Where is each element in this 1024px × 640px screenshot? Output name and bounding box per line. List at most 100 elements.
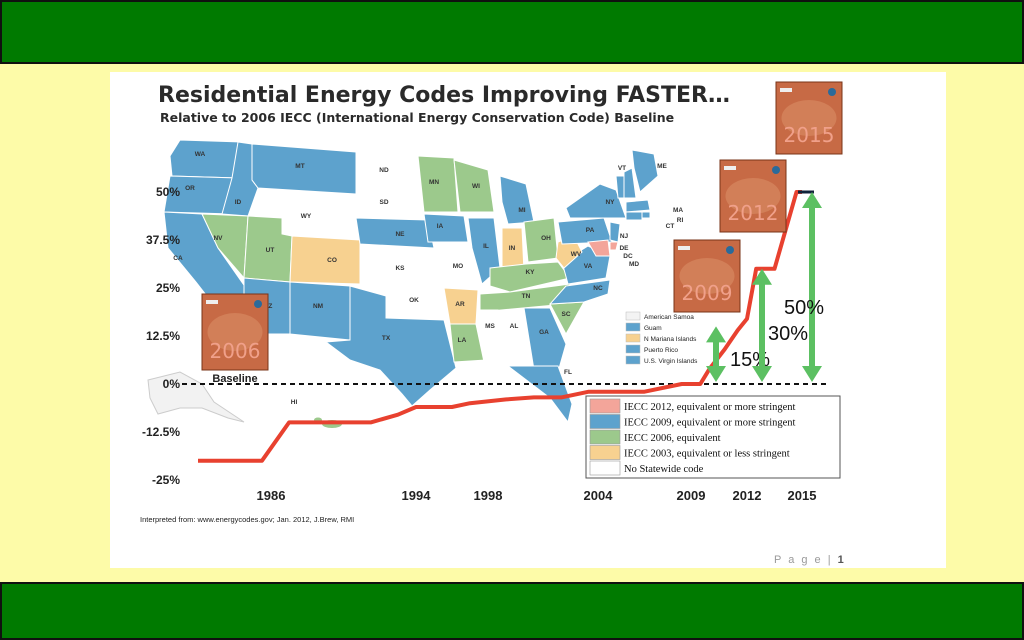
- x-tick-label: 1998: [474, 488, 503, 503]
- y-tick-label: -12.5%: [142, 425, 180, 439]
- us-energy-code-map: WAORCAIDNVMTWYUTCOAZNMNDSDNEKSOKTXMNIAMO…: [147, 139, 698, 428]
- territory-label: U.S. Virgin Islands: [644, 358, 698, 365]
- state-label-ca: CA: [173, 255, 183, 262]
- legend-box: [585, 395, 841, 479]
- page-number-value: 1: [837, 554, 844, 566]
- state-nh: [623, 167, 637, 199]
- state-label-ut: UT: [266, 247, 275, 254]
- legend-label: No Statewide code: [624, 464, 704, 475]
- state-label-co: CO: [327, 257, 337, 264]
- state-label-nc: NC: [593, 285, 603, 292]
- state-label-la: LA: [458, 337, 467, 344]
- arrow-head-up: [706, 326, 726, 343]
- code-book-badge: [828, 88, 836, 96]
- bottom-banner: [0, 582, 1024, 640]
- state-me: [631, 149, 659, 193]
- state-label-ks: KS: [395, 265, 405, 272]
- code-book-globe: [207, 313, 263, 351]
- state-label-me: ME: [657, 163, 667, 170]
- code-books: 2006 Baseline 2009 2012 2015: [201, 81, 843, 385]
- territory-swatch: [625, 311, 641, 321]
- improvement-label: 30%: [768, 323, 808, 345]
- state-label-va: VA: [584, 263, 593, 270]
- state-label-nd: ND: [379, 167, 389, 174]
- state-tx: [324, 285, 457, 407]
- y-tick-label: 25%: [156, 281, 180, 295]
- code-book-year: 2009: [682, 281, 733, 305]
- state-label-oh: OH: [541, 235, 551, 242]
- energy-codes-chart: WAORCAIDNVMTWYUTCOAZNMNDSDNEKSOKTXMNIAMO…: [140, 81, 843, 524]
- code-improvement-line: [198, 190, 802, 463]
- territory-swatch: [625, 344, 641, 354]
- state-fl: [506, 365, 573, 424]
- code-book-globe: [679, 258, 735, 294]
- state-label-fl: FL: [564, 369, 572, 376]
- state-label-wv: WV: [571, 251, 582, 258]
- arrow-head-down: [802, 366, 822, 382]
- state-label-vt: VT: [618, 165, 626, 172]
- state-label-ga: GA: [539, 329, 549, 336]
- arrow-head-down: [752, 366, 772, 382]
- state-md: [587, 239, 611, 257]
- code-book-year: 2015: [784, 123, 835, 147]
- state-label-ky: KY: [525, 269, 535, 276]
- state-mn: [417, 155, 459, 213]
- legend-label: IECC 2012, equivalent or more stringent: [624, 402, 796, 413]
- chart-axes: 50% 37.5% 25% 12.5% 0% -12.5% -25% 1986 1994 1998…: [142, 185, 830, 503]
- state-label-sc: SC: [561, 311, 570, 318]
- arrow-head-down: [706, 366, 726, 382]
- state-label-ne: NE: [395, 231, 405, 238]
- x-tick-label: 2009: [677, 488, 706, 503]
- state-nm: [289, 281, 351, 341]
- legend-swatch: [589, 445, 621, 460]
- state-label-dc: DC: [623, 253, 633, 260]
- code-legend: IECC 2012, equivalent or more stringent I…: [585, 395, 841, 479]
- chart-slide: WAORCAIDNVMTWYUTCOAZNMNDSDNEKSOKTXMNIAMO…: [110, 72, 946, 568]
- legend-label: IECC 2003, equivalent or less stringent: [624, 449, 790, 460]
- chart-title: Residential Energy Codes Improving FASTE…: [158, 83, 730, 108]
- state-ms: [475, 309, 501, 363]
- improvement-label: 50%: [784, 297, 824, 319]
- x-tick-label: 2015: [788, 488, 817, 503]
- code-book-logo: [780, 88, 792, 92]
- state-label-ar: AR: [455, 301, 465, 308]
- top-banner: [0, 0, 1024, 64]
- code-book-year: 2006: [210, 339, 261, 363]
- state-label-sd: SD: [379, 199, 388, 206]
- state-label-id: ID: [235, 199, 242, 206]
- state-mt: [251, 143, 357, 195]
- code-book-caption: Baseline: [212, 373, 257, 385]
- source-note: Interpreted from: www.energycodes.gov; J…: [140, 515, 354, 524]
- legend-swatch: [589, 398, 621, 414]
- x-tick-label: 2004: [584, 488, 614, 503]
- state-wi: [453, 159, 495, 213]
- state-ga: [523, 307, 567, 373]
- state-ma: [625, 199, 651, 213]
- arrow-head-up: [752, 268, 772, 285]
- state-label-ia: IA: [437, 223, 444, 230]
- state-label-ct: CT: [666, 223, 675, 230]
- state-label-ma: MA: [673, 207, 683, 214]
- state-label-ms: MS: [485, 323, 495, 330]
- state-al: [501, 309, 531, 365]
- code-book-badge: [726, 246, 734, 254]
- state-ks: [365, 251, 441, 285]
- code-book-logo: [206, 300, 218, 304]
- legend-label: IECC 2009, equivalent or more stringent: [624, 418, 796, 429]
- alaska-shape: [147, 371, 245, 423]
- y-tick-label: 0%: [163, 377, 181, 391]
- state-label-tn: TN: [522, 293, 531, 300]
- state-label-tx: TX: [382, 335, 391, 342]
- code-book-year: 2012: [728, 201, 779, 225]
- code-book-cover: [201, 293, 269, 371]
- state-ia: [423, 213, 469, 243]
- state-label-mi: MI: [518, 207, 525, 214]
- code-improvement-line-layer: [198, 190, 814, 463]
- territory-swatch: [625, 333, 641, 343]
- code-book-badge: [254, 300, 262, 308]
- territory-label: N Mariana Islands: [644, 336, 697, 343]
- state-ct: [625, 211, 643, 221]
- state-label-al: AL: [510, 323, 519, 330]
- code-book-badge: [772, 166, 780, 174]
- state-label-il: IL: [483, 243, 489, 250]
